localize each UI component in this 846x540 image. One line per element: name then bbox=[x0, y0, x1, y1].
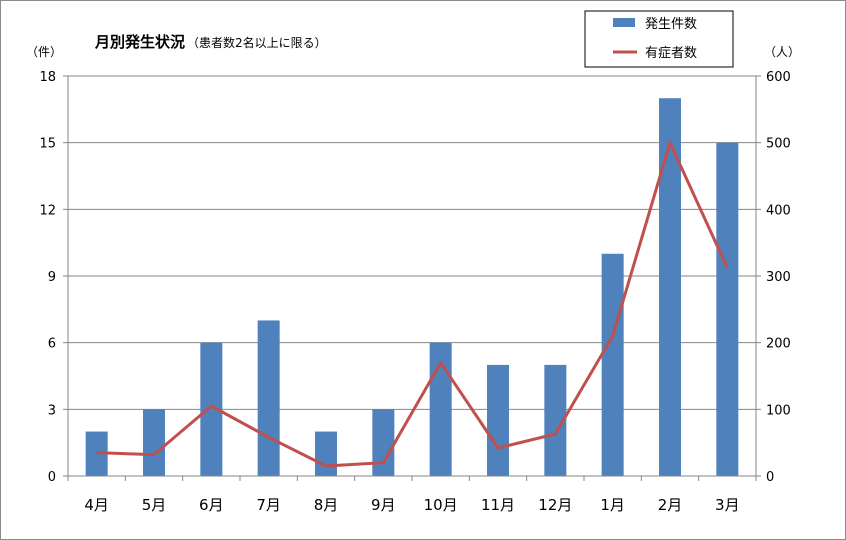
x-tick-label: 2月 bbox=[658, 496, 683, 514]
tick-labels: 0 3 6 9 12 15 18 0 100 200 300 400 500 600 4月 5月 6月 7月 8月 9… bbox=[39, 70, 790, 514]
x-tick-label: 10月 bbox=[424, 496, 458, 514]
y-left-unit: （件） bbox=[26, 45, 62, 59]
y-right-tick-label: 100 bbox=[766, 403, 791, 418]
x-tick-label: 7月 bbox=[256, 496, 281, 514]
legend-label-line: 有症者数 bbox=[645, 46, 697, 61]
y-right-unit: （人） bbox=[764, 45, 800, 59]
line-path bbox=[96, 141, 729, 468]
bar bbox=[487, 364, 509, 476]
y-right-tick-label: 200 bbox=[766, 337, 791, 352]
y-left-tick-label: 12 bbox=[39, 203, 56, 218]
bar bbox=[257, 320, 280, 476]
bar bbox=[429, 342, 452, 476]
bar bbox=[544, 364, 567, 476]
bar bbox=[143, 409, 165, 476]
legend-box bbox=[584, 10, 734, 68]
y-left-tick-label: 6 bbox=[48, 337, 56, 352]
y-left-tick-label: 9 bbox=[48, 270, 56, 285]
gridlines bbox=[68, 75, 756, 410]
y-left-tick-label: 3 bbox=[48, 403, 56, 418]
y-right-tick-label: 500 bbox=[766, 137, 791, 152]
bar bbox=[601, 253, 624, 476]
axes bbox=[63, 75, 761, 481]
bar bbox=[372, 409, 395, 476]
y-left-tick-label: 15 bbox=[39, 137, 56, 152]
bar bbox=[200, 342, 223, 476]
x-tick-label: 8月 bbox=[314, 496, 339, 514]
line-series bbox=[96, 141, 729, 468]
legend-label-bar: 発生件数 bbox=[645, 17, 697, 32]
bar bbox=[716, 142, 739, 476]
x-tick-label: 12月 bbox=[538, 496, 572, 514]
x-tick-label: 4月 bbox=[84, 496, 109, 514]
x-tick-label: 3月 bbox=[715, 496, 740, 514]
chart-title-main: 月別発生状況 bbox=[94, 33, 185, 51]
bar bbox=[659, 98, 681, 476]
y-left-tick-label: 0 bbox=[48, 470, 56, 485]
x-tick-label: 11月 bbox=[481, 496, 515, 514]
y-right-tick-label: 600 bbox=[766, 70, 791, 85]
y-right-tick-label: 300 bbox=[766, 270, 791, 285]
chart-title: 月別発生状況 （患者数2名以上に限る） bbox=[94, 33, 327, 51]
x-tick-label: 5月 bbox=[142, 496, 167, 514]
x-tick-label: 9月 bbox=[371, 496, 396, 514]
x-tick-label: 1月 bbox=[600, 496, 625, 514]
legend: 発生件数 有症者数 bbox=[584, 10, 734, 68]
x-tick-label: 6月 bbox=[199, 496, 224, 514]
y-left-tick-label: 18 bbox=[39, 70, 56, 85]
y-right-tick-label: 400 bbox=[766, 203, 791, 218]
bar-series bbox=[85, 98, 739, 476]
legend-bar-swatch bbox=[613, 18, 635, 27]
bar bbox=[315, 431, 337, 476]
chart-subtitle: （患者数2名以上に限る） bbox=[187, 35, 327, 50]
y-right-tick-label: 0 bbox=[766, 470, 774, 485]
